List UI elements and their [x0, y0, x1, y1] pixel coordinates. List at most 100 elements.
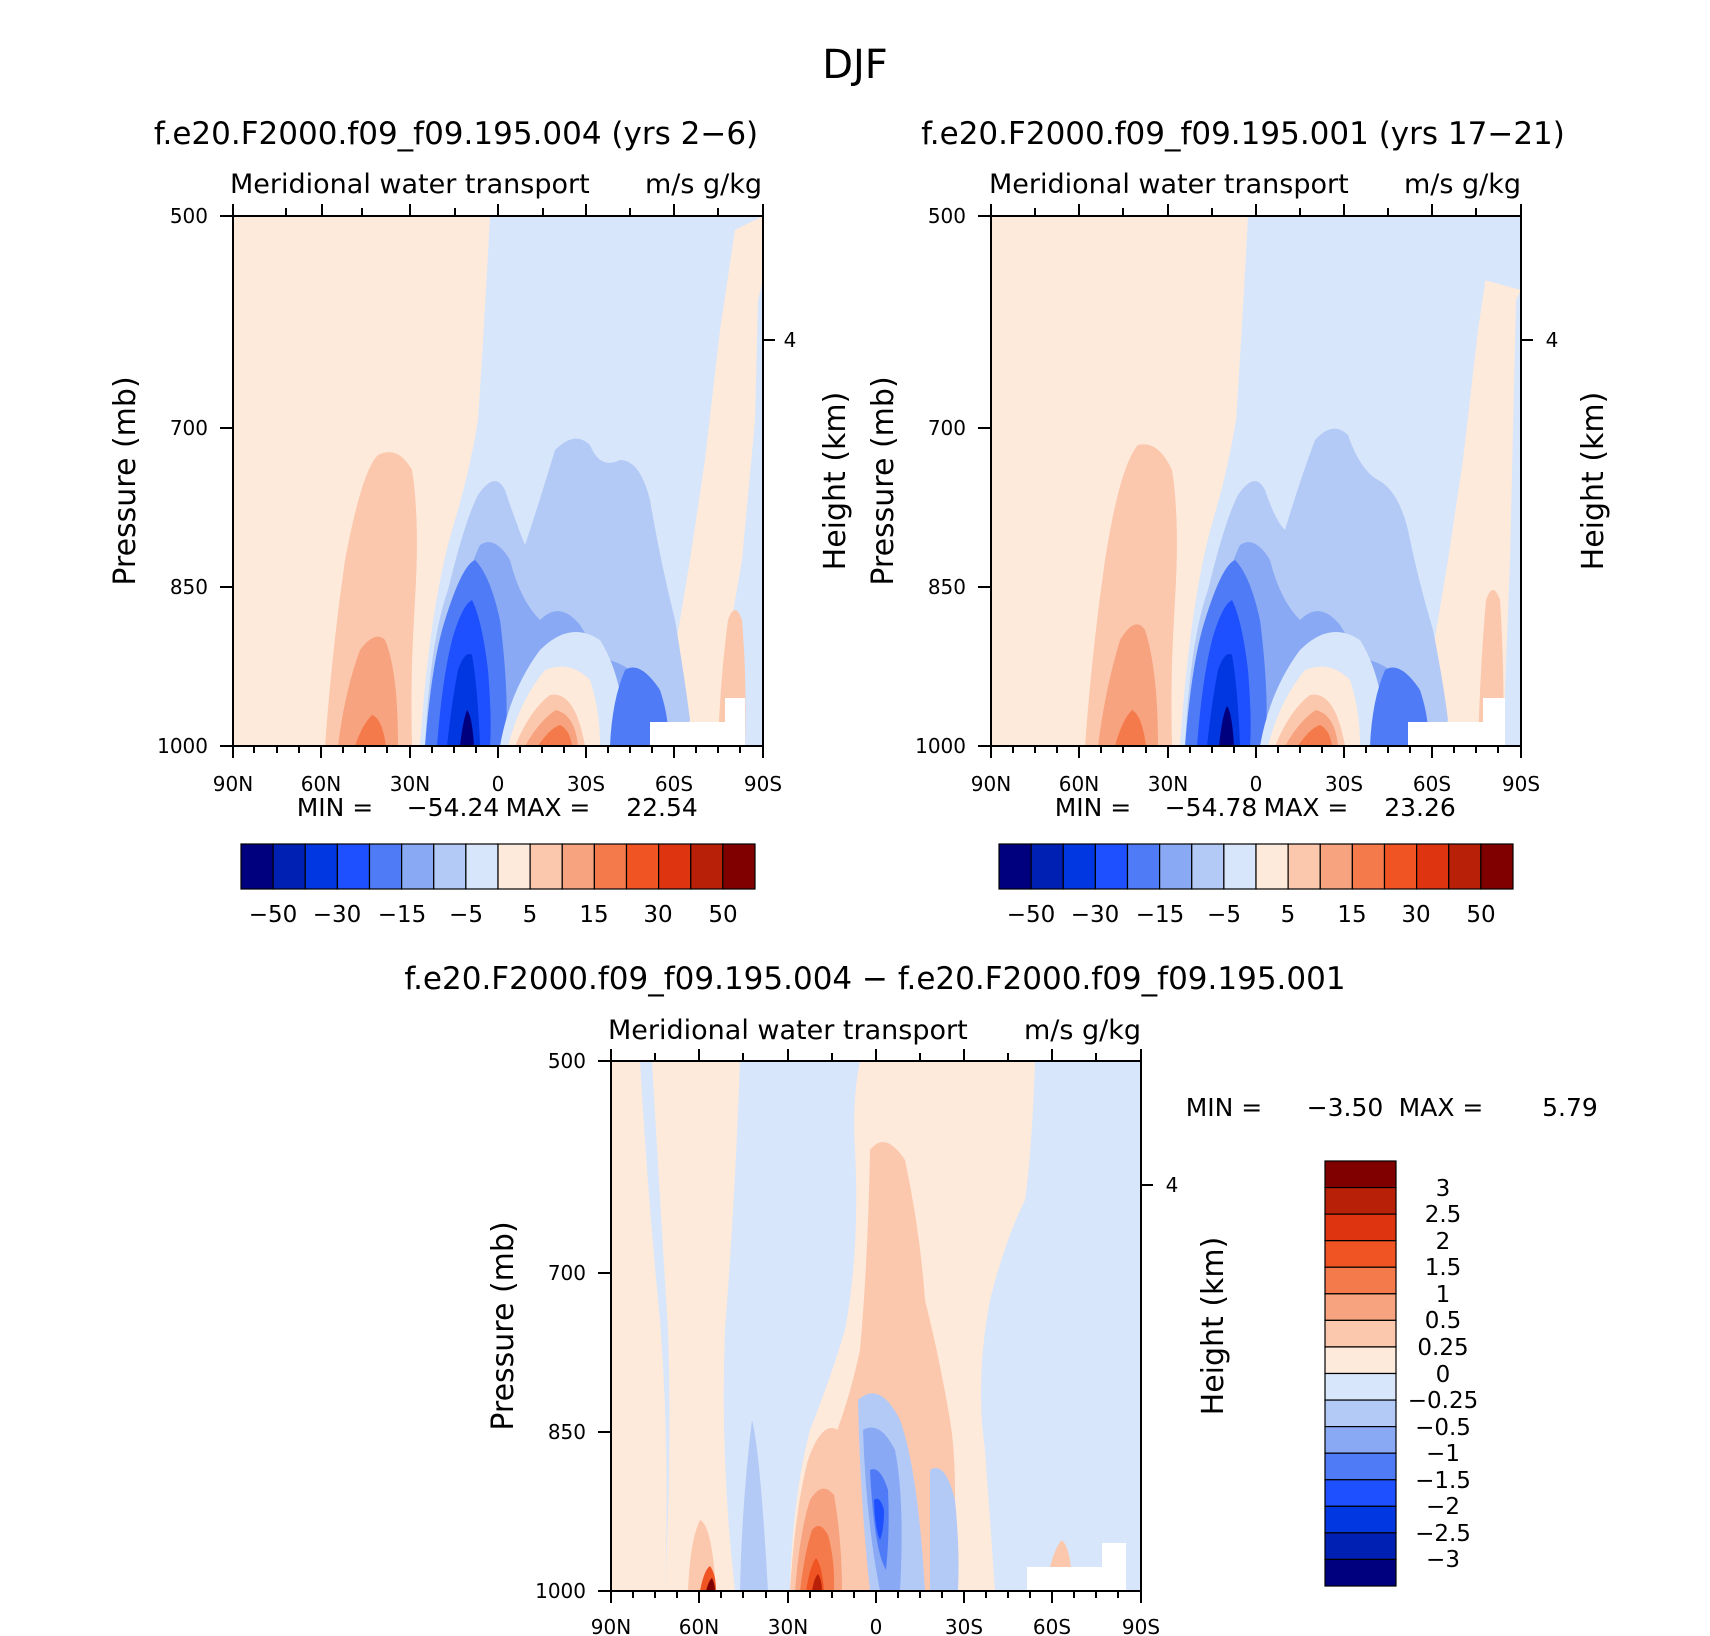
- panel-3-cb-label-8: −0.25: [1408, 1388, 1478, 1414]
- panel-1: f.e20.F2000.f09_f09.195.004 (yrs 2−6) Me…: [108, 116, 853, 928]
- panel-1-cb-label-1: −30: [313, 902, 362, 928]
- panel-1-ytick-0: 500: [170, 204, 208, 228]
- colorbar-swatch: [1159, 843, 1193, 890]
- panel-2-xtick-5: 60S: [1413, 772, 1451, 796]
- panel-3-right-tick: 4: [1166, 1173, 1179, 1197]
- panel-1-cb-label-2: −15: [378, 902, 427, 928]
- panel-1-xtick-4: 30S: [567, 772, 605, 796]
- colorbar-swatch: [240, 843, 274, 890]
- colorbar-swatch: [336, 843, 371, 890]
- panel-1-title: f.e20.F2000.f09_f09.195.004 (yrs 2−6): [154, 116, 758, 152]
- panel-3-ytick-3: 1000: [535, 1579, 586, 1603]
- colorbar-swatch: [1324, 1266, 1397, 1295]
- panel-3-cb-label-14: −3: [1426, 1547, 1460, 1573]
- colorbar-swatch: [1324, 1558, 1397, 1587]
- panel-3-min-label: MIN =: [1186, 1093, 1263, 1122]
- colorbar-swatch: [1448, 843, 1482, 890]
- panel-2-plot-area: [990, 215, 1522, 747]
- panel-2-cb-label-5: 15: [1337, 902, 1366, 928]
- panel-2-cb-label-7: 50: [1466, 902, 1495, 928]
- panel-2-cb-label-4: 5: [1281, 902, 1296, 928]
- panel-1-cb-label-3: −5: [449, 902, 483, 928]
- colorbar-swatch: [1324, 1372, 1397, 1401]
- panel-1-plot-area: [232, 215, 764, 747]
- colorbar-swatch: [1324, 1426, 1397, 1454]
- panel-3-xtick-6: 90S: [1122, 1615, 1160, 1636]
- colorbar-swatch: [1287, 843, 1321, 890]
- colorbar-swatch: [272, 843, 306, 890]
- colorbar-swatch: [1319, 843, 1353, 890]
- panel-1-ytick-3: 1000: [157, 734, 208, 758]
- panel-1-ylabel: Pressure (mb): [108, 376, 143, 585]
- panel-2-cb-label-0: −50: [1007, 902, 1056, 928]
- panel-1-subtitle-right: m/s g/kg: [645, 169, 762, 200]
- colorbar-swatch: [1324, 1213, 1397, 1242]
- panel-1-cb-label-6: 30: [643, 902, 672, 928]
- colorbar-swatch: [1324, 1532, 1397, 1561]
- panel-3-cb-label-5: 0.5: [1425, 1308, 1462, 1334]
- colorbar-swatch: [690, 843, 724, 890]
- panel-1-min-value: −54.24: [407, 793, 500, 822]
- panel-2-ylabel-right: Height (km): [1576, 392, 1611, 571]
- panel-2-cb-label-3: −5: [1207, 902, 1241, 928]
- panel-3-ylabel-right: Height (km): [1196, 1237, 1231, 1416]
- colorbar-swatch: [1094, 843, 1129, 890]
- panel-2: f.e20.F2000.f09_f09.195.001 (yrs 17−21) …: [866, 116, 1611, 928]
- panel-1-xtick-1: 60N: [301, 772, 341, 796]
- panel-1-colorbar: [240, 843, 756, 890]
- panel-3-xtick-0: 90N: [591, 1615, 631, 1636]
- panel-2-xtick-2: 30N: [1148, 772, 1188, 796]
- panel-2-ylabel: Pressure (mb): [866, 376, 901, 585]
- colorbar-swatch: [497, 843, 531, 890]
- panel-1-max-value: 22.54: [626, 793, 698, 822]
- panel-3-max-label: MAX =: [1399, 1093, 1484, 1122]
- panel-3-cb-label-12: −2: [1426, 1494, 1460, 1520]
- panel-1-cb-label-7: 50: [708, 902, 737, 928]
- colorbar-swatch: [1351, 843, 1386, 890]
- colorbar-swatch: [1030, 843, 1064, 890]
- colorbar-swatch: [1324, 1452, 1397, 1481]
- colorbar-swatch: [465, 843, 499, 890]
- panel-3-cb-label-4: 1: [1436, 1282, 1451, 1308]
- panel-3-cb-label-0: 3: [1436, 1176, 1451, 1202]
- panel-3-cb-label-1: 2.5: [1425, 1202, 1462, 1228]
- panel-3-colorbar: [1324, 1160, 1397, 1587]
- panel-3-min-value: −3.50: [1307, 1093, 1384, 1122]
- panel-3-xtick-3: 0: [870, 1615, 883, 1636]
- colorbar-swatch: [304, 843, 338, 890]
- panel-2-max-value: 23.26: [1384, 793, 1456, 822]
- panel-1-subtitle-left: Meridional water transport: [230, 169, 590, 200]
- colorbar-swatch: [1324, 1346, 1397, 1375]
- panel-1-cb-label-0: −50: [249, 902, 298, 928]
- panel-2-max-label: MAX =: [1264, 793, 1349, 822]
- panel-3-cb-label-11: −1.5: [1415, 1468, 1471, 1494]
- colorbar-swatch: [1255, 843, 1289, 890]
- panel-1-xtick-5: 60S: [655, 772, 693, 796]
- colorbar-swatch: [1416, 843, 1450, 890]
- panel-3-cb-label-7: 0: [1436, 1362, 1451, 1388]
- panel-2-ytick-2: 850: [928, 575, 966, 599]
- panel-1-max-label: MAX =: [506, 793, 591, 822]
- colorbar-swatch: [658, 843, 692, 890]
- colorbar-swatch: [1126, 843, 1161, 890]
- panel-1-cb-label-5: 15: [579, 902, 608, 928]
- panel-3-ytick-1: 700: [548, 1261, 586, 1285]
- panel-2-right-tick: 4: [1546, 328, 1559, 352]
- panel-3-max-value: 5.79: [1542, 1093, 1598, 1122]
- colorbar-swatch: [1324, 1505, 1397, 1534]
- panel-3-cb-label-2: 2: [1436, 1229, 1451, 1255]
- colorbar-swatch: [1383, 843, 1418, 890]
- colorbar-swatch: [433, 843, 467, 890]
- panel-2-xtick-0: 90N: [971, 772, 1011, 796]
- colorbar-swatch: [401, 843, 435, 890]
- panel-2-cb-label-2: −15: [1136, 902, 1185, 928]
- panel-3-title: f.e20.F2000.f09_f09.195.004 − f.e20.F200…: [404, 961, 1345, 997]
- colorbar-swatch: [998, 843, 1032, 890]
- panel-3-subtitle-left: Meridional water transport: [608, 1015, 968, 1046]
- colorbar-swatch: [1324, 1160, 1397, 1189]
- colorbar-swatch: [1324, 1240, 1397, 1268]
- panel-3: f.e20.F2000.f09_f09.195.004 − f.e20.F200…: [404, 961, 1597, 1636]
- panel-2-ytick-3: 1000: [915, 734, 966, 758]
- panel-1-ylabel-right: Height (km): [818, 392, 853, 571]
